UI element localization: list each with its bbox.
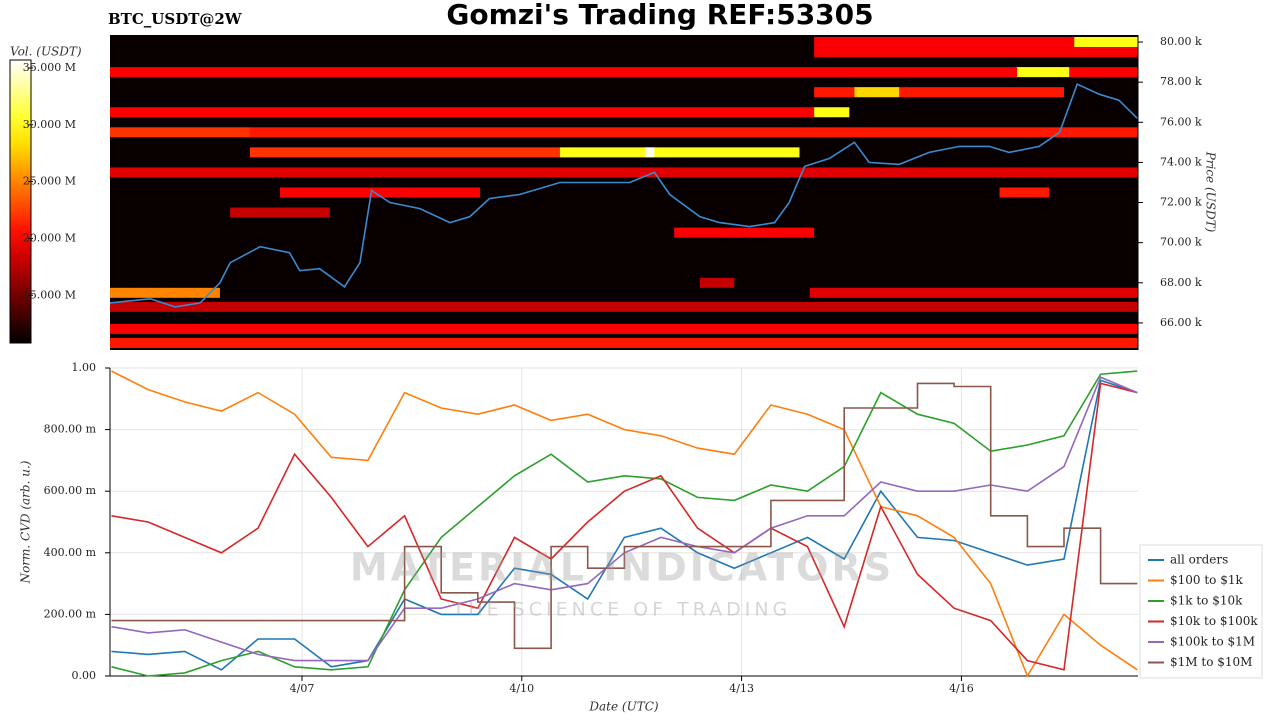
- heatmap-cell: [230, 207, 330, 218]
- heatmap-cell: [110, 67, 1138, 78]
- heatmap-cell: [279, 187, 481, 198]
- legend-label: all orders: [1170, 553, 1228, 567]
- heatmap-cell: [814, 87, 1064, 98]
- colorbar-tick-label: 35.000 M: [23, 61, 76, 74]
- heatmap-cell: [110, 107, 815, 118]
- cvd-chart: 0.00 200.00 m 400.00 m 600.00 m 800.00 m 1.00…: [44, 361, 1263, 695]
- y-tick-label: 800.00 m: [44, 423, 97, 436]
- colorbar-tick-label: 15.000 M: [23, 288, 76, 301]
- x-tick-label: 4/13: [729, 682, 754, 695]
- cvd-line: [111, 370, 1138, 678]
- x-axis-label: Date (UTC): [588, 700, 658, 714]
- heatmap-cell: [249, 147, 560, 158]
- price-line: [109, 83, 1138, 308]
- heatmap-cell: [999, 187, 1050, 198]
- cvd-axis-label: Norm. CVD (arb. u.): [19, 460, 33, 584]
- x-tick-label: 4/16: [949, 682, 974, 695]
- colorbar-tick-label: 30.000 M: [23, 118, 76, 131]
- watermark-title: MATERIAL INDICATORS: [350, 546, 894, 590]
- cvd-line: [111, 370, 1138, 677]
- heatmap-cell: [559, 147, 800, 158]
- x-tick-label: 4/07: [290, 682, 315, 695]
- price-axis-label: Price (USDT): [1204, 151, 1218, 233]
- heatmap-cell: [110, 301, 1138, 312]
- heatmap-cell: [814, 47, 1138, 58]
- legend-label: $1k to $10k: [1170, 594, 1243, 608]
- y-tick-label: 80.00 k: [1160, 35, 1202, 48]
- legend-label: $100 to $1k: [1170, 573, 1243, 587]
- heatmap: [109, 37, 1139, 348]
- colorbar-tick-label: 25.000 M: [23, 175, 76, 188]
- y-tick-label: 200.00 m: [44, 607, 97, 620]
- legend-label: $100k to $1M: [1170, 635, 1255, 649]
- heatmap-cell: [1074, 37, 1138, 48]
- heatmap-cell: [110, 127, 250, 138]
- symbol-label: BTC_USDT@2W: [108, 10, 243, 28]
- page-title: Gomzi's Trading REF:53305: [446, 0, 873, 31]
- legend-label: $1M to $10M: [1170, 655, 1252, 669]
- y-tick-label: 1.00: [72, 361, 97, 374]
- legend-label: $10k to $100k: [1170, 614, 1258, 628]
- y-tick-label: 72.00 k: [1160, 196, 1202, 209]
- heatmap-cell: [110, 167, 1138, 178]
- heatmap-cell: [644, 147, 655, 158]
- heatmap-cell: [854, 87, 900, 98]
- y-tick-label: 76.00 k: [1160, 115, 1202, 128]
- heatmap-cell: [1017, 67, 1070, 78]
- y-tick-label: 0.00: [72, 669, 97, 682]
- y-tick-label: 66.00 k: [1160, 316, 1202, 329]
- heatmap-cell: [110, 323, 1138, 334]
- heatmap-cell: [249, 127, 1139, 138]
- y-tick-label: 78.00 k: [1160, 75, 1202, 88]
- watermark-subtitle: THE SCIENCE OF TRADING: [452, 599, 792, 621]
- colorbar: [9, 59, 32, 344]
- heatmap-cell: [110, 287, 220, 298]
- y-tick-label: 68.00 k: [1160, 276, 1202, 289]
- heatmap-cell: [809, 287, 1138, 298]
- heatmap-cell: [814, 107, 850, 118]
- cvd-line: [111, 382, 1138, 650]
- cvd-line: [111, 382, 1138, 671]
- legend: [1139, 544, 1263, 679]
- y-tick-label: 600.00 m: [44, 484, 97, 497]
- y-tick-label: 400.00 m: [44, 546, 97, 559]
- y-tick-label: 74.00 k: [1160, 155, 1202, 168]
- heatmap-cell: [110, 337, 1138, 348]
- heatmap-cell: [699, 277, 735, 288]
- y-tick-label: 70.00 k: [1160, 236, 1202, 249]
- colorbar-label: Vol. (USDT): [10, 45, 82, 59]
- x-tick-label: 4/10: [509, 682, 534, 695]
- heatmap-cell: [674, 227, 815, 238]
- heatmap-cell: [814, 37, 1075, 48]
- cvd-line: [111, 379, 1138, 671]
- colorbar-tick-label: 20.000 M: [23, 231, 76, 244]
